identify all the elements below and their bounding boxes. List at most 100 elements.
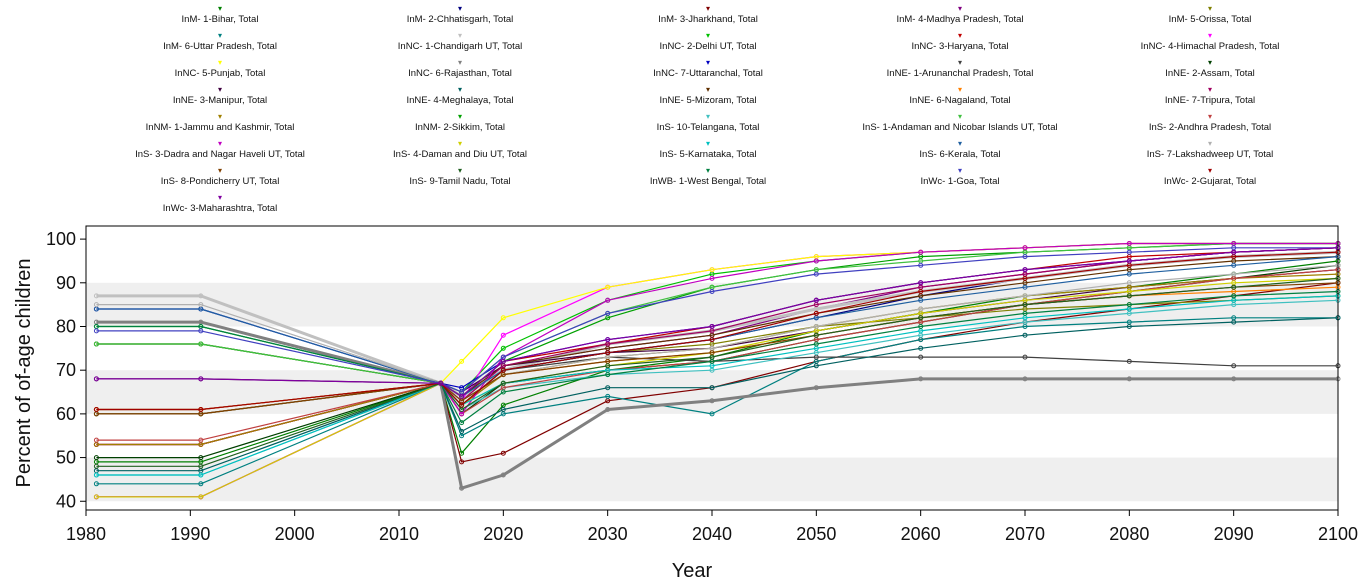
legend-label: InM- 6-Uttar Pradesh, Total xyxy=(163,41,277,52)
series-point xyxy=(709,289,715,294)
x-tick-label: 1980 xyxy=(66,524,106,544)
series-point xyxy=(459,459,465,465)
series-point xyxy=(198,376,204,382)
legend-item: ▾ InNE- 7-Tripura, Total xyxy=(1080,85,1340,106)
legend-item: ▾ InWc- 3-Maharashtra, Total xyxy=(90,193,350,214)
series-point xyxy=(198,302,204,308)
series-point xyxy=(1022,245,1028,251)
legend-item: ▾ InS- 7-Lakshadweep UT, Total xyxy=(1080,139,1340,160)
series-point xyxy=(93,472,99,478)
grid-band xyxy=(86,370,1338,414)
legend-item: ▾ InS- 3-Dadra and Nagar Haveli UT, Total xyxy=(90,139,350,160)
series-point xyxy=(709,324,715,329)
legend-marker: ▾ xyxy=(705,31,710,40)
grid-bands xyxy=(86,226,1338,510)
series-point xyxy=(500,345,506,351)
series-point xyxy=(1231,284,1237,290)
series-point xyxy=(813,310,819,316)
legend-marker: ▾ xyxy=(957,58,962,67)
legend-label: InNC- 6-Rajasthan, Total xyxy=(408,68,512,79)
legend-label: InNC- 2-Delhi UT, Total xyxy=(659,41,757,52)
legend-item: ▾ InS- 5-Karnataka, Total xyxy=(578,139,838,160)
legend-marker: ▾ xyxy=(217,166,222,175)
series-point xyxy=(93,341,99,347)
legend-label: InS- 4-Daman and Diu UT, Total xyxy=(393,149,527,160)
series-point xyxy=(1022,275,1028,281)
series-point xyxy=(198,481,204,487)
legend-item: ▾ InNE- 2-Assam, Total xyxy=(1080,58,1340,79)
legend-item: ▾ InNC- 5-Punjab, Total xyxy=(90,58,350,79)
series-point xyxy=(500,367,506,373)
legend-label: InM- 2-Chhatisgarh, Total xyxy=(406,14,514,25)
legend-item: ▾ InM- 4-Madhya Pradesh, Total xyxy=(830,4,1090,25)
series-point xyxy=(500,407,506,412)
legend-marker: ▾ xyxy=(705,139,710,148)
x-tick-label: 2030 xyxy=(588,524,628,544)
series-point xyxy=(813,271,819,277)
legend-item: ▾ InNM- 2-Sikkim, Total xyxy=(330,112,590,133)
series-point xyxy=(459,485,465,491)
series-point xyxy=(1022,302,1028,308)
legend-label: InM- 1-Bihar, Total xyxy=(181,14,259,25)
series-point xyxy=(1022,254,1028,260)
legend-item: ▾ InNC- 7-Uttaranchal, Total xyxy=(578,58,838,79)
series-point xyxy=(1126,249,1132,255)
series-point xyxy=(709,398,715,404)
legend-marker: ▾ xyxy=(1207,112,1212,121)
legend-label: InNE- 5-Mizoram, Total xyxy=(659,95,757,106)
series-point xyxy=(918,280,924,286)
legend-label: InM- 5-Orissa, Total xyxy=(1168,14,1252,25)
legend-item: ▾ InM- 3-Jharkhand, Total xyxy=(578,4,838,25)
legend-label: InNC- 3-Haryana, Total xyxy=(911,41,1009,52)
series-point xyxy=(813,332,819,338)
legend-label: InS- 6-Kerala, Total xyxy=(919,149,1001,160)
series-point xyxy=(709,385,715,391)
series-point xyxy=(709,267,715,273)
series-point xyxy=(1231,363,1237,369)
series-point xyxy=(93,407,99,412)
series-point xyxy=(500,389,506,395)
legend-item: ▾ InM- 5-Orissa, Total xyxy=(1080,4,1340,25)
series-layer xyxy=(93,241,1341,500)
x-tick-label: 2100 xyxy=(1318,524,1358,544)
legend-item: ▾ InNC- 3-Haryana, Total xyxy=(830,31,1090,52)
series-point xyxy=(918,249,924,255)
legend-label: InS- 9-Tamil Nadu, Total xyxy=(409,176,511,187)
legend-item: ▾ InNE- 6-Nagaland, Total xyxy=(830,85,1090,106)
x-tick-label: 2090 xyxy=(1214,524,1254,544)
legend-label: InNE- 6-Nagaland, Total xyxy=(909,95,1011,106)
series-point xyxy=(198,407,204,412)
legend-label: InNM- 1-Jammu and Kashmir, Total xyxy=(145,122,295,133)
legend-label: InS- 2-Andhra Pradesh, Total xyxy=(1148,122,1272,133)
legend-item: ▾ InWB- 1-West Bengal, Total xyxy=(578,166,838,187)
legend-marker: ▾ xyxy=(957,166,962,175)
series-point xyxy=(459,393,465,399)
legend-label: InWB- 1-West Bengal, Total xyxy=(649,176,767,187)
legend-marker: ▾ xyxy=(957,31,962,40)
series-point xyxy=(198,328,204,334)
legend-marker: ▾ xyxy=(1207,139,1212,148)
legend-item: ▾ InS- 9-Tamil Nadu, Total xyxy=(330,166,590,187)
legend-label: InNC- 4-Himachal Pradesh, Total xyxy=(1140,41,1280,52)
legend-marker: ▾ xyxy=(1207,166,1212,175)
series-point xyxy=(918,354,924,360)
y-tick-label: 50 xyxy=(56,448,76,468)
legend-marker: ▾ xyxy=(217,4,222,13)
legend-label: InS- 8-Pondicherry UT, Total xyxy=(160,176,280,187)
series-point xyxy=(93,463,99,469)
legend-marker: ▾ xyxy=(957,85,962,94)
series-point xyxy=(93,455,99,461)
legend-marker: ▾ xyxy=(217,58,222,67)
series-point xyxy=(198,293,204,299)
series-line-36 xyxy=(96,247,1339,397)
series-point xyxy=(1126,241,1132,246)
series-point xyxy=(500,332,506,338)
series-point xyxy=(93,437,99,443)
legend-item: ▾ InM- 1-Bihar, Total xyxy=(90,4,350,25)
series-point xyxy=(1022,376,1028,382)
series-point xyxy=(500,380,506,386)
series-point xyxy=(93,328,99,334)
legend-marker: ▾ xyxy=(957,4,962,13)
series-point xyxy=(813,363,819,369)
y-tick-label: 80 xyxy=(56,316,76,336)
